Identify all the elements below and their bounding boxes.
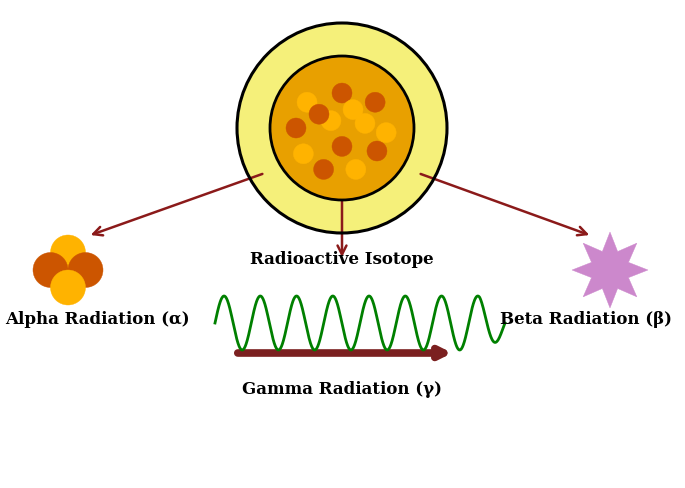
Circle shape	[286, 119, 306, 139]
Circle shape	[332, 137, 352, 157]
Circle shape	[367, 142, 387, 162]
Circle shape	[314, 160, 334, 180]
Circle shape	[33, 253, 68, 288]
Circle shape	[346, 160, 366, 180]
Circle shape	[376, 123, 396, 143]
Circle shape	[343, 101, 363, 121]
Text: Alpha Radiation (α): Alpha Radiation (α)	[5, 310, 190, 327]
Polygon shape	[572, 232, 648, 308]
Circle shape	[237, 24, 447, 234]
Circle shape	[332, 84, 352, 104]
Circle shape	[51, 270, 86, 305]
Circle shape	[297, 93, 317, 113]
Circle shape	[51, 236, 86, 270]
Circle shape	[321, 111, 341, 131]
Circle shape	[270, 57, 414, 201]
Text: Beta Radiation (β): Beta Radiation (β)	[500, 310, 672, 327]
Circle shape	[309, 105, 329, 125]
Text: Radioactive Isotope: Radioactive Isotope	[250, 250, 434, 267]
Text: Gamma Radiation (γ): Gamma Radiation (γ)	[242, 380, 442, 397]
Circle shape	[68, 253, 103, 288]
Circle shape	[355, 114, 375, 134]
Circle shape	[293, 144, 313, 164]
Circle shape	[365, 93, 385, 113]
